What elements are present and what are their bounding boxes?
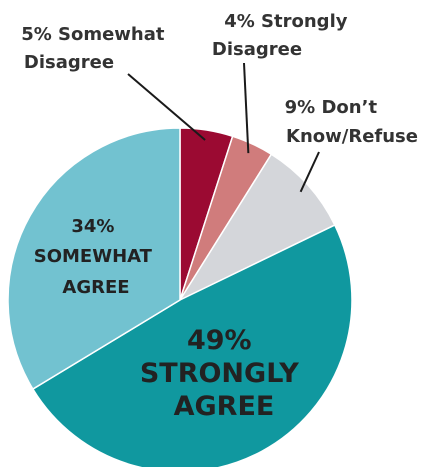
leader-line-strongly-disagree <box>243 62 250 154</box>
leader-line-dont-know-refuse <box>299 151 320 193</box>
label-somewhat-agree: 34% SOMEWHAT AGREE <box>34 216 159 298</box>
slice-dont-know-refuse <box>177 153 336 302</box>
pie-slices <box>7 127 353 472</box>
label-somewhat-disagree-line1: 5% Somewhat <box>21 24 165 45</box>
label-somewhat-disagree-line2: Disagree <box>24 52 114 73</box>
leader-lines <box>127 62 320 193</box>
label-dont-know-refuse: 9% Don’t Know/Refuse <box>285 97 418 147</box>
label-somewhat-agree-line3: AGREE <box>62 277 129 298</box>
label-strongly-disagree-line2: Disagree <box>212 39 302 60</box>
label-strongly-disagree: 4% Strongly Disagree <box>212 11 354 60</box>
label-somewhat-agree-line1: 34% <box>71 216 114 237</box>
label-somewhat-disagree: 5% Somewhat Disagree <box>21 24 171 73</box>
label-strongly-disagree-line1: 4% Strongly <box>224 11 348 32</box>
label-dont-know-refuse-line2: Know/Refuse <box>286 126 418 147</box>
label-strongly-agree: 49% STRONGLY AGREE <box>140 325 308 422</box>
label-strongly-agree-line2: STRONGLY <box>140 358 299 389</box>
slice-somewhat-agree <box>7 127 181 391</box>
slice-strongly-agree <box>31 224 353 472</box>
label-strongly-agree-line3: AGREE <box>174 391 275 422</box>
label-somewhat-agree-line2: SOMEWHAT <box>34 246 153 267</box>
label-dont-know-refuse-line1: 9% Don’t <box>285 97 378 118</box>
slice-labels: 5% Somewhat Disagree 4% Strongly Disagre… <box>21 11 418 422</box>
label-strongly-agree-line1: 49% <box>187 325 252 356</box>
leader-line-somewhat-disagree <box>127 73 206 141</box>
